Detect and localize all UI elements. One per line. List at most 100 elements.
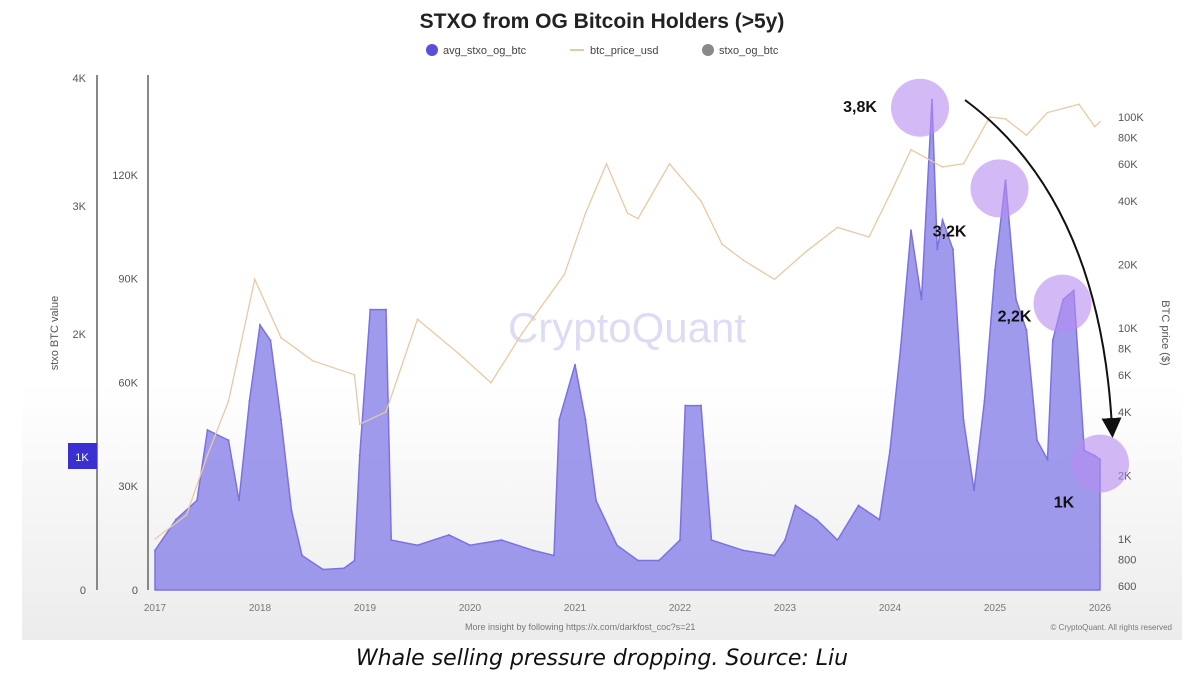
avg-stxo-point [684,404,687,407]
avg-stxo-point [358,454,361,457]
avg-stxo-point [385,308,387,311]
btc-price-point [227,400,230,402]
avg-stxo-point [290,509,293,512]
x-tick-label: 2018 [249,603,272,614]
avg-stxo-point [154,549,156,552]
btc-price-line [154,103,1101,540]
avg-stxo-point [322,568,324,571]
btc-price-point [626,212,629,215]
right-tick-label: 8K [1118,343,1132,355]
annotation-label: 2,2K [998,309,1032,326]
avg-stxo-point [910,229,912,232]
btc-price-point [416,318,419,321]
avg-stxo-point [469,544,471,547]
btc-price-point [910,148,912,151]
btc-price-point [605,163,608,165]
legend-marker-avg [426,44,438,56]
second-tick-label: 30K [118,481,138,493]
avg-stxo-point [584,418,587,421]
avg-stxo-point [343,567,345,570]
x-tick-label: 2019 [354,603,377,614]
avg-stxo-point [574,363,576,366]
x-tick-label: 2026 [1089,603,1112,614]
x-tick-label: 2024 [879,603,902,614]
left-axis-label: stxo BTC value [49,296,61,371]
avg-stxo-point [794,504,797,507]
btc-price-point [1025,134,1028,136]
second-tick-label: 90K [118,274,138,286]
left-tick-label: 2K [73,329,87,341]
avg-stxo-point [658,559,660,562]
avg-stxo-point [941,219,944,222]
avg-stxo-point [269,339,272,342]
avg-stxo-point [637,559,639,562]
avg-stxo-point [280,418,282,421]
avg-stxo-point [196,499,198,502]
btc-price-point [1078,103,1080,105]
avg-stxo-point [248,399,251,402]
btc-price-point [805,250,807,253]
avg-stxo-point [532,549,534,552]
btc-price-point [668,163,671,165]
avg-stxo-point [1015,298,1017,301]
btc-price-point [988,116,991,118]
avg-stxo-point [962,418,965,421]
avg-stxo-point [936,248,939,251]
avg-stxo-point [679,539,681,542]
btc-price-point [1004,118,1007,120]
btc-price-point [280,336,282,339]
avg-stxo-point [1025,329,1028,332]
btc-price-point [521,331,524,334]
avg-stxo-point [889,449,891,452]
avg-stxo-point [1046,458,1049,461]
btc-price-point [490,381,492,384]
legend-label-avg: avg_stxo_og_btc [443,45,527,57]
crosshair-marker [68,443,97,469]
right-tick-label: 6K [1118,370,1132,382]
avg-stxo-point [390,539,393,542]
right-tick-label: 800 [1118,554,1136,566]
avg-stxo-point [553,554,555,557]
btc-price-point [353,374,356,376]
annotation-label: 3,2K [933,223,967,240]
footer-link[interactable]: More insight by following https://x.com/… [465,622,695,632]
right-tick-label: 40K [1118,196,1138,208]
avg-stxo-point [259,324,261,327]
btc-price-point [1046,111,1049,114]
legend-label-price: btc_price_usd [590,45,659,57]
x-tick-label: 2017 [144,603,167,614]
avg-stxo-point [175,518,177,521]
avg-stxo-point [742,549,744,552]
btc-price-point [563,273,566,275]
right-tick-label: 80K [1118,132,1138,144]
btc-price-point [742,259,744,261]
highlight-circle [970,159,1029,218]
btc-price-point [941,166,944,168]
btc-price-point [154,538,156,540]
legend: avg_stxo_og_btc btc_price_usd stxo_og_bt… [426,44,779,57]
avg-stxo-point [448,533,450,536]
btc-price-point [311,359,314,362]
left-tick-label: 4K [73,73,87,85]
right-tick-label: 100K [1118,112,1144,124]
highlight-circle [891,78,949,137]
avg-stxo-point [983,399,986,402]
x-tick-label: 2023 [774,603,797,614]
avg-stxo-point [238,499,240,502]
caption: Whale selling pressure dropping. Source:… [355,646,849,671]
avg-stxo-point [857,504,860,507]
avg-stxo-point [784,539,786,542]
btc-price-point [458,353,461,356]
footer-copyright: © CryptoQuant. All rights reserved [1051,623,1173,632]
right-tick-label: 10K [1118,323,1138,335]
x-tick-label: 2020 [459,603,482,614]
btc-price-point [385,411,387,413]
avg-stxo-point [700,404,702,407]
chart-title: STXO from OG Bitcoin Holders (>5y) [420,10,785,33]
legend-marker-stxo [702,44,714,56]
avg-stxo-point [353,559,356,562]
left-tick-label: 0 [80,585,86,597]
avg-stxo-point [227,439,230,442]
btc-price-point [584,212,587,215]
avg-stxo-point [558,418,561,421]
